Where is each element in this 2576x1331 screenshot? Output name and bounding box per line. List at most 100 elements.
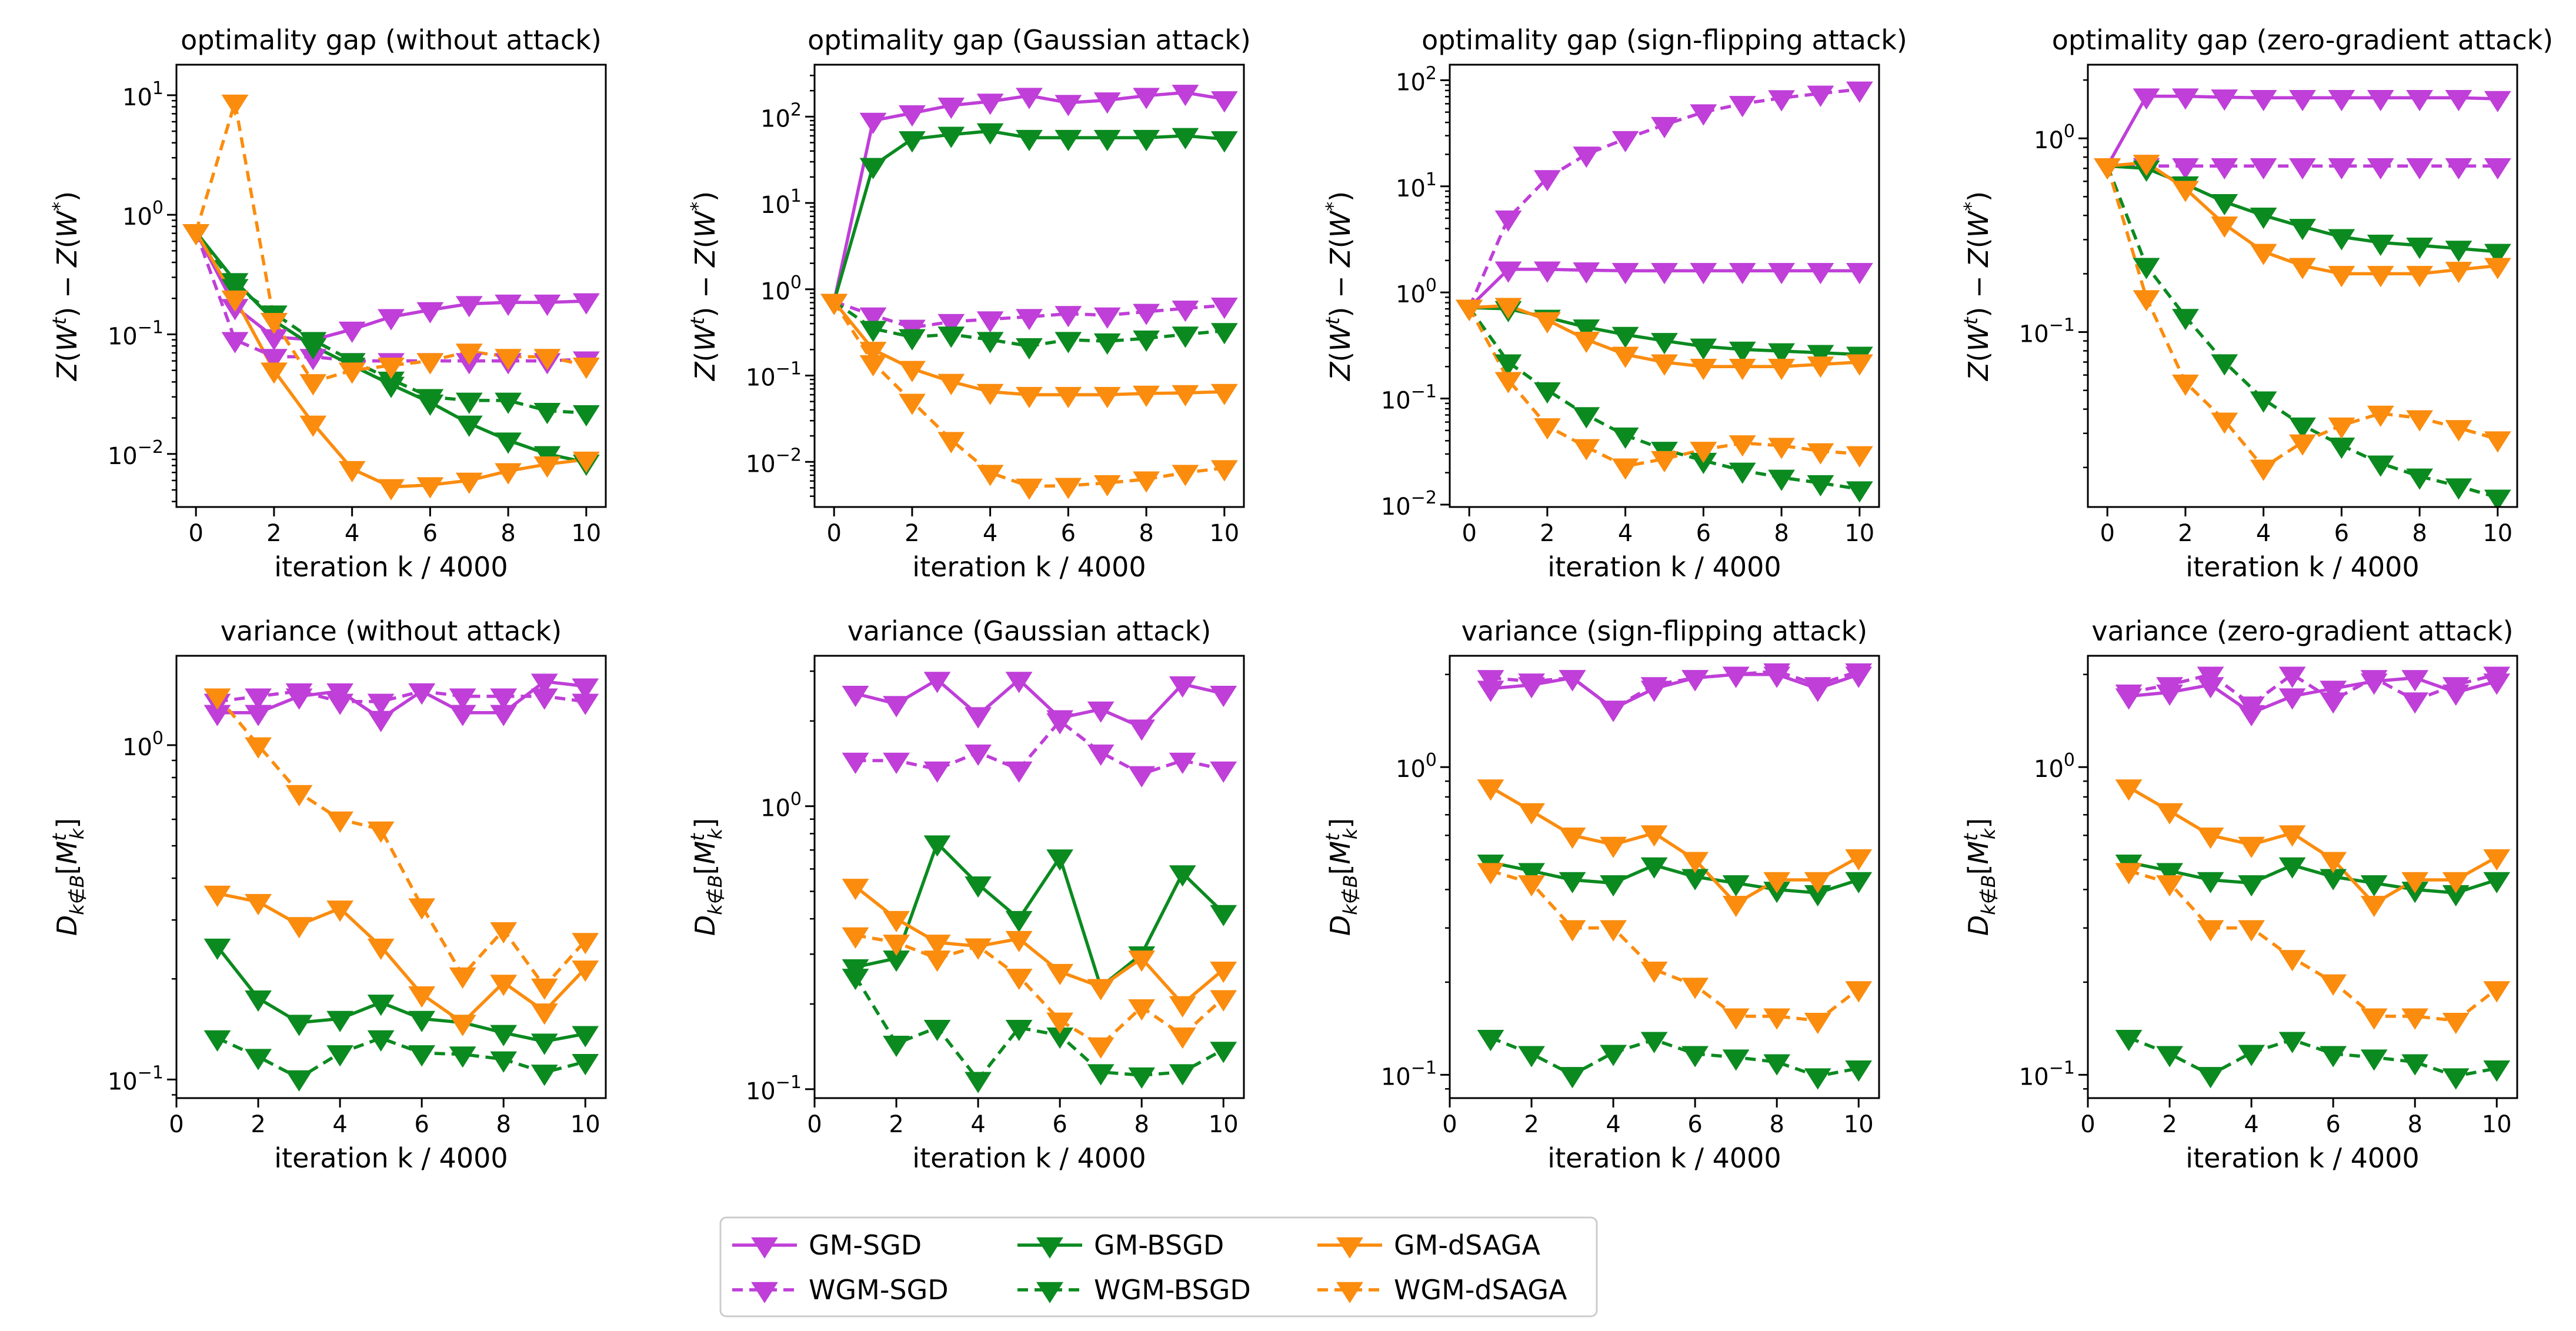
point-gm-dsaga — [2484, 258, 2511, 279]
point-gm-bsgd — [965, 876, 992, 898]
legend-marker-wgm-sgd — [751, 1282, 778, 1303]
point-wgm-bsgd — [1172, 326, 1199, 348]
point-gm-dsaga — [1169, 996, 1196, 1018]
point-gm-sgd — [2320, 680, 2347, 702]
point-wgm-dsaga — [182, 223, 210, 246]
point-wgm-sgd — [2278, 666, 2306, 688]
point-wgm-dsaga — [1768, 438, 1795, 459]
point-gm-bsgd — [2360, 875, 2388, 897]
point-gm-bsgd — [1651, 333, 1678, 355]
point-wgm-sgd — [2401, 692, 2429, 714]
point-gm-dsaga — [1046, 963, 1074, 986]
series-group — [182, 94, 600, 501]
point-gm-dsaga — [378, 479, 405, 501]
x-tick-label: 8 — [496, 1111, 510, 1138]
point-wgm-dsaga — [2328, 417, 2355, 439]
x-axis-label: iteration k / 4000 — [912, 551, 1146, 583]
x-tick-label: 4 — [2244, 1111, 2258, 1138]
x-tick-label: 10 — [571, 520, 601, 547]
point-wgm-sgd — [221, 332, 249, 353]
point-gm-dsaga — [2197, 828, 2224, 849]
point-gm-sgd — [1087, 701, 1115, 723]
point-gm-sgd — [1128, 719, 1156, 741]
point-wgm-dsaga — [2367, 405, 2394, 427]
y-axis-label: Dk∉B[Mtk] — [1322, 818, 1362, 936]
x-tick-label: 8 — [1774, 520, 1788, 547]
x-tick-label: 4 — [1618, 520, 1633, 547]
point-wgm-dsaga — [338, 362, 366, 384]
y-tick-label: 100 — [760, 272, 802, 305]
axes-frame — [1449, 64, 1880, 508]
point-wgm-bsgd — [1559, 1067, 1586, 1089]
point-wgm-dsaga — [261, 313, 288, 335]
point-wgm-dsaga — [2289, 434, 2316, 456]
x-tick-label: 4 — [970, 1111, 985, 1138]
y-tick-label: 102 — [760, 99, 802, 133]
y-axis-label: Dk∉B[Mtk] — [686, 818, 726, 936]
point-gm-bsgd — [326, 1010, 354, 1032]
point-wgm-sgd — [2115, 684, 2143, 706]
point-wgm-dsaga — [2094, 158, 2121, 180]
y-tick-label: 102 — [1396, 63, 1437, 96]
point-gm-dsaga — [1640, 825, 1668, 847]
point-wgm-bsgd — [1722, 1049, 1750, 1071]
x-tick-label: 10 — [570, 1111, 600, 1138]
point-gm-bsgd — [923, 835, 951, 857]
point-wgm-dsaga — [1133, 471, 1160, 493]
point-wgm-sgd — [2238, 696, 2265, 718]
y-axis-label: Z(Wt) − Z(W*) — [1322, 191, 1356, 382]
point-gm-bsgd — [937, 126, 965, 148]
point-gm-bsgd — [1169, 865, 1196, 887]
point-gm-bsgd — [285, 1015, 313, 1036]
x-tick-label: 6 — [2325, 1111, 2340, 1138]
legend-label-wgm-bsgd: WGM-BSGD — [1094, 1274, 1251, 1306]
point-gm-sgd — [1846, 263, 1873, 285]
subplot-optimality-gap-gaussian-attack: 102 101 100 10−1 10−2 0 2 4 6 8 10 optimality gap (… — [686, 24, 1251, 583]
point-wgm-bsgd — [1128, 1067, 1156, 1089]
point-wgm-dsaga — [1087, 1037, 1115, 1059]
y-tick-label: 100 — [1396, 750, 1437, 783]
axes-frame — [2087, 64, 2518, 508]
legend-entry-gm-sgd: GM-SGD — [732, 1229, 922, 1261]
x-axis-label: iteration k / 4000 — [2185, 1142, 2419, 1174]
point-wgm-dsaga — [299, 374, 327, 396]
point-wgm-sgd — [1763, 663, 1791, 685]
point-gm-bsgd — [2483, 872, 2511, 893]
point-wgm-sgd — [2211, 158, 2238, 180]
point-wgm-sgd — [1559, 670, 1586, 692]
series-line-gm-bsgd — [216, 945, 586, 1043]
point-wgm-dsaga — [1611, 458, 1639, 480]
point-wgm-bsgd — [495, 392, 522, 414]
point-gm-dsaga — [261, 362, 288, 384]
y-tick-label: 101 — [1396, 169, 1437, 202]
y-tick-label: 101 — [760, 186, 802, 219]
point-gm-bsgd — [1016, 129, 1043, 152]
point-gm-bsgd — [1093, 129, 1121, 152]
point-wgm-sgd — [2484, 158, 2511, 180]
point-wgm-sgd — [1005, 761, 1033, 783]
point-wgm-sgd — [326, 693, 354, 715]
series-line-wgm-dsaga — [1490, 869, 1860, 1023]
point-wgm-sgd — [2289, 158, 2316, 180]
y-axis-label: Dk∉B[Mtk] — [48, 818, 88, 936]
x-tick-label: 10 — [1844, 520, 1874, 547]
point-gm-dsaga — [1477, 779, 1504, 801]
point-gm-bsgd — [1055, 129, 1082, 152]
point-wgm-dsaga — [1573, 439, 1600, 461]
x-tick-label: 10 — [1209, 520, 1239, 547]
point-wgm-dsaga — [2115, 863, 2143, 885]
point-wgm-dsaga — [533, 349, 561, 371]
point-wgm-bsgd — [1846, 481, 1873, 503]
point-wgm-sgd — [2320, 692, 2347, 714]
point-gm-sgd — [937, 97, 965, 119]
y-axis-label: Z(Wt) − Z(W*) — [48, 191, 83, 382]
point-gm-bsgd — [530, 1033, 558, 1055]
x-tick-label: 0 — [1461, 520, 1476, 547]
subplot-title: optimality gap (without attack) — [181, 24, 602, 56]
x-tick-label: 6 — [1696, 520, 1711, 547]
point-wgm-bsgd — [2115, 1030, 2143, 1052]
point-wgm-bsgd — [533, 402, 561, 425]
point-wgm-sgd — [1210, 298, 1238, 319]
point-wgm-dsaga — [1534, 418, 1561, 440]
point-wgm-dsaga — [1846, 446, 1873, 468]
